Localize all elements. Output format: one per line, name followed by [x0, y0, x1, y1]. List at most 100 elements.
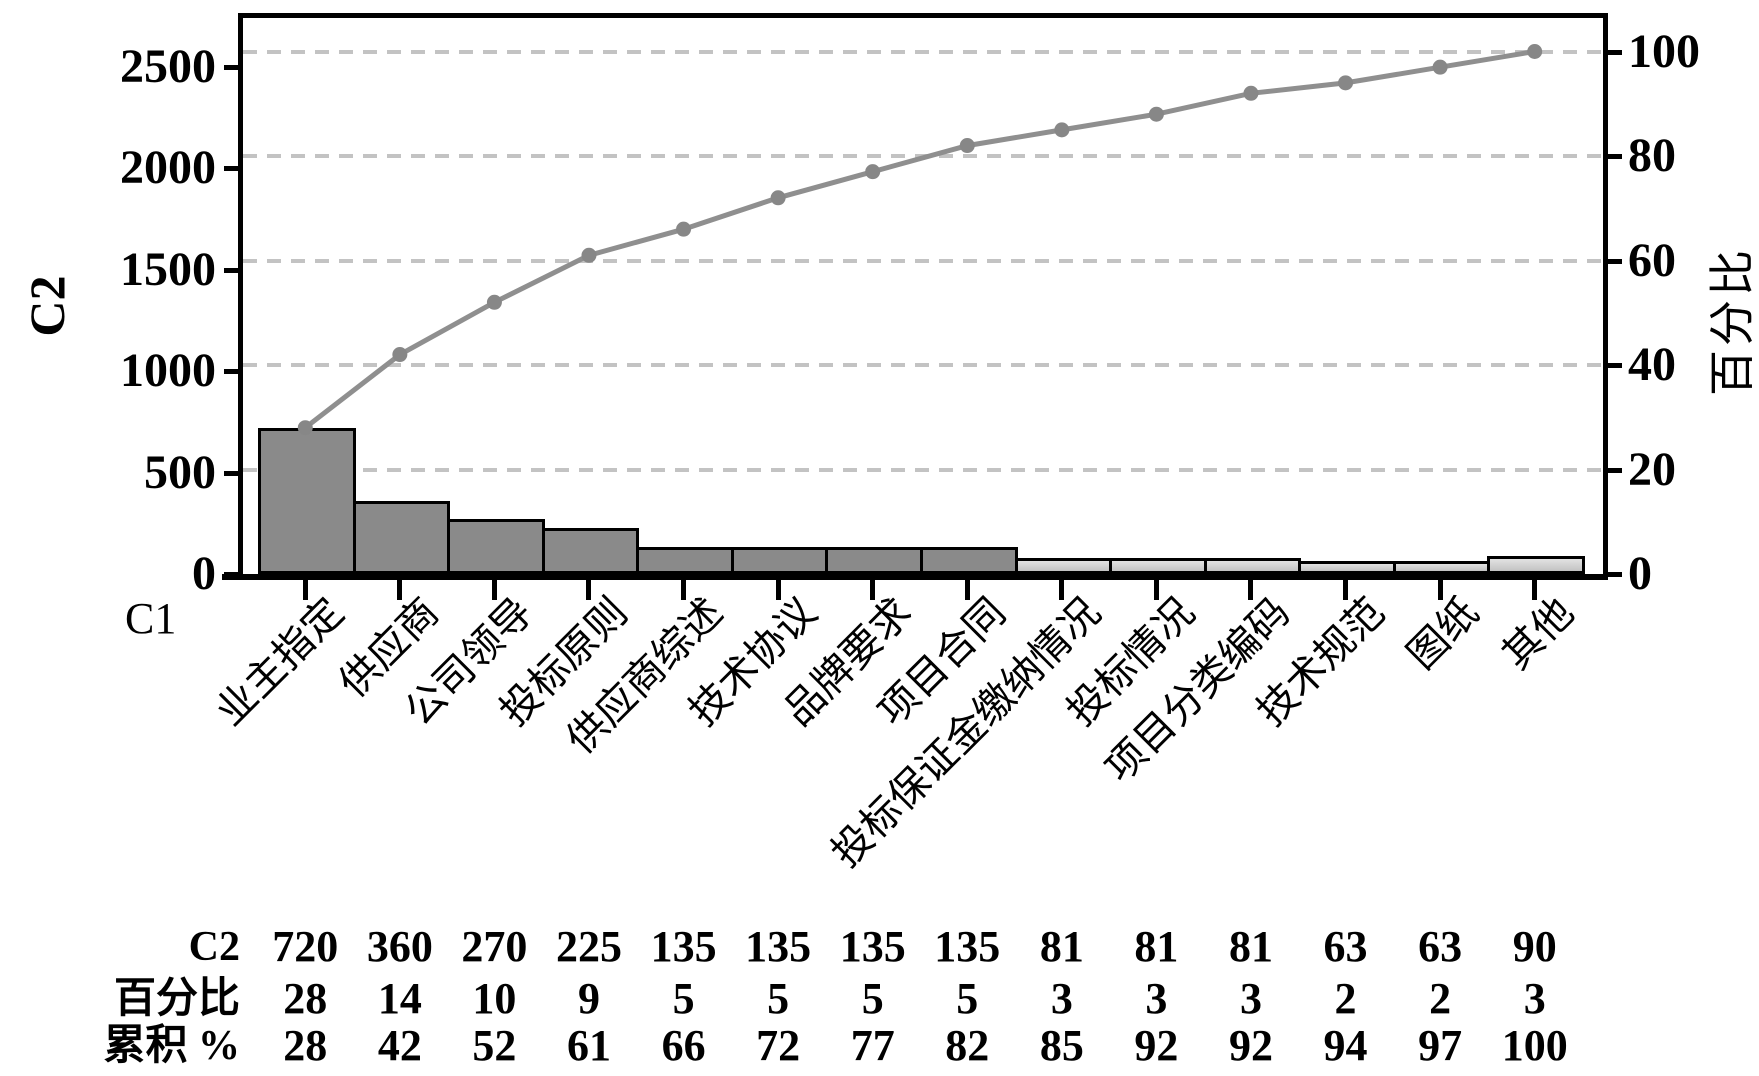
left-tick — [224, 64, 238, 70]
table-cell: 9 — [577, 974, 600, 1023]
left-tick-label: 1500 — [120, 242, 216, 296]
right-tick — [1608, 49, 1622, 55]
x-tick — [1059, 574, 1065, 600]
table-cell: 42 — [377, 1021, 422, 1070]
table-cell: 3 — [1239, 974, 1262, 1023]
table-cell: 5 — [861, 974, 884, 1023]
table-cell: 28 — [283, 1021, 328, 1070]
right-tick-label: 0 — [1628, 547, 1652, 600]
bar — [352, 500, 451, 574]
x-axis-line — [222, 574, 1608, 580]
right-tick — [1608, 572, 1622, 577]
line-marker — [1338, 75, 1354, 91]
plot-frame-right — [1603, 13, 1608, 580]
table-cell: 77 — [850, 1021, 895, 1070]
left-tick-label: 2500 — [120, 39, 216, 93]
table-cell: 5 — [767, 974, 790, 1023]
bar — [1109, 557, 1207, 574]
cumulative-line — [303, 49, 1536, 430]
plot-frame-left — [238, 13, 243, 580]
bar — [825, 546, 923, 574]
x-tick — [1248, 574, 1254, 600]
left-tick-label: 1000 — [120, 344, 216, 397]
line-marker — [770, 190, 786, 206]
left-tick — [224, 470, 238, 476]
table-cell: 3 — [1050, 974, 1073, 1023]
gridline — [243, 363, 1603, 367]
left-tick — [224, 267, 238, 273]
line-marker — [1432, 59, 1448, 75]
table-cell: 2 — [1429, 974, 1452, 1023]
table-cell: 52 — [472, 1021, 517, 1070]
line-marker — [392, 347, 408, 363]
table-row-label: 累积 % — [103, 1023, 240, 1069]
x-category-label: 业主指定 — [207, 589, 353, 735]
table-cell: 81 — [1134, 922, 1179, 971]
x-axis-title: C1 — [125, 594, 177, 643]
bar — [258, 427, 356, 574]
table-cell: 90 — [1512, 922, 1557, 971]
line-marker — [959, 138, 975, 154]
table-cell: 100 — [1501, 1021, 1568, 1070]
table-cell: 135 — [839, 922, 906, 971]
table-cell: 14 — [377, 974, 422, 1023]
x-tick — [302, 574, 308, 600]
right-tick-label: 80 — [1628, 129, 1676, 182]
table-cell: 97 — [1418, 1021, 1463, 1070]
table-cell: 66 — [661, 1021, 706, 1070]
table-cell: 92 — [1134, 1021, 1179, 1070]
table-cell: 3 — [1523, 974, 1546, 1023]
gridline — [243, 467, 1603, 472]
table-cell: 360 — [366, 922, 433, 971]
right-tick-label: 60 — [1628, 233, 1676, 287]
gridline — [243, 258, 1603, 263]
x-tick — [397, 574, 403, 600]
x-tick — [1153, 574, 1159, 600]
table-cell: 92 — [1228, 1021, 1273, 1070]
table-cell: 81 — [1039, 922, 1084, 971]
table-cell: 135 — [934, 922, 1001, 971]
x-tick — [681, 574, 687, 600]
x-tick — [870, 574, 876, 600]
table-row-label: C2 — [188, 924, 240, 970]
left-tick — [224, 166, 238, 172]
x-tick — [1343, 574, 1349, 600]
x-category-label: 图纸 — [1398, 589, 1488, 678]
bar — [447, 519, 545, 574]
table-cell: 10 — [472, 974, 517, 1023]
table-cell: 135 — [745, 922, 812, 971]
bar — [1298, 561, 1396, 574]
table-cell: 270 — [461, 922, 528, 971]
right-tick — [1608, 363, 1622, 368]
table-cell: 94 — [1323, 1021, 1368, 1070]
left-tick-label: 2000 — [120, 141, 216, 195]
x-category-label: 其他 — [1493, 589, 1582, 678]
x-tick — [775, 574, 781, 600]
bar — [730, 546, 829, 574]
gridline — [243, 154, 1603, 158]
right-tick-label: 20 — [1628, 442, 1676, 496]
x-tick — [1437, 574, 1443, 600]
line-marker — [1243, 85, 1259, 101]
table-cell: 63 — [1323, 922, 1368, 971]
plot-area — [222, 13, 1622, 600]
x-tick — [964, 574, 970, 600]
gridline — [243, 49, 1603, 54]
line-marker — [1148, 106, 1164, 122]
table-row-label: 百分比 — [113, 976, 240, 1022]
x-tick — [491, 574, 497, 600]
right-tick — [1608, 467, 1622, 473]
table-cell: 3 — [1145, 974, 1168, 1023]
left-tick — [224, 369, 238, 374]
bar — [1487, 555, 1585, 574]
table-cell: 81 — [1228, 922, 1273, 971]
line-marker — [865, 164, 881, 180]
plot-frame-top — [238, 13, 1608, 18]
left-tick — [224, 572, 238, 577]
table-cell: 28 — [283, 974, 328, 1023]
bar — [636, 546, 734, 574]
right-tick — [1608, 258, 1622, 264]
table-cell: 135 — [650, 922, 717, 971]
bar — [1014, 557, 1113, 574]
